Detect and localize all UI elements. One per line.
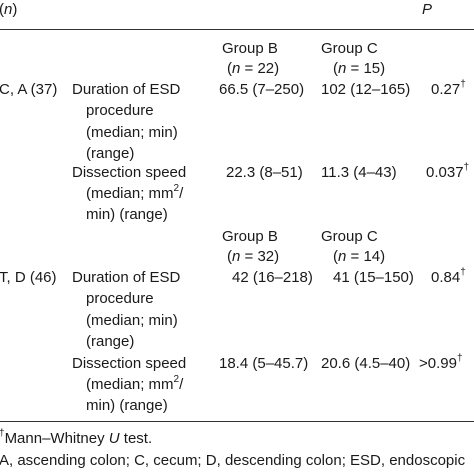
- p-value: >0.99†: [419, 353, 463, 373]
- p-value: 0.037†: [426, 162, 470, 182]
- footnote-test: †Mann–Whitney U test.: [0, 429, 153, 448]
- row-label-line: (range): [86, 333, 135, 350]
- row-label-line: (median; min): [86, 312, 178, 329]
- row-label-line: Dissection speed: [72, 164, 187, 181]
- group-c-label: Group C: [321, 40, 378, 57]
- footnote-abbreviations: A, ascending colon; C, cecum; D, descend…: [0, 452, 466, 469]
- group-b-value: 22.3 (8–51): [226, 164, 303, 181]
- group-c-n: (n = 14): [333, 248, 386, 265]
- row-label-line: (range): [86, 145, 135, 162]
- group-c-value: 41 (15–150): [333, 269, 414, 286]
- p-value: 0.84†: [431, 267, 466, 287]
- header-p-label: P: [422, 1, 433, 18]
- top-rule: [0, 29, 474, 30]
- row-label-line: min) (range): [86, 397, 168, 414]
- group-b-n: (n = 32): [227, 248, 280, 265]
- header-n-label: (n): [0, 1, 18, 18]
- row-label-line: procedure: [86, 102, 154, 119]
- row-label-line: Dissection speed: [72, 355, 187, 372]
- group-b-value: 42 (16–218): [232, 269, 313, 286]
- group-b-value: 66.5 (7–250): [219, 81, 305, 98]
- location-label: T, D (46): [0, 269, 57, 286]
- p-value: 0.27†: [431, 79, 466, 99]
- row-label-line: min) (range): [86, 206, 168, 223]
- group-c-value: 11.3 (4–43): [321, 164, 397, 181]
- row-label-line: procedure: [86, 290, 154, 307]
- group-b-value: 18.4 (5–45.7): [219, 355, 309, 372]
- row-label-line: Duration of ESD: [72, 81, 181, 98]
- row-label-line: Duration of ESD: [72, 269, 181, 286]
- group-b-label: Group B: [222, 228, 278, 245]
- bottom-rule: [0, 421, 474, 422]
- group-c-n: (n = 15): [333, 60, 386, 77]
- row-label-line: (median; mm2/: [86, 183, 184, 203]
- group-b-label: Group B: [222, 40, 278, 57]
- group-b-n: (n = 22): [227, 60, 280, 77]
- location-label: C, A (37): [0, 81, 58, 98]
- group-c-value: 20.6 (4.5–40): [321, 355, 411, 372]
- row-label-line: (median; mm2/: [86, 374, 184, 394]
- row-label-line: (median; min): [86, 124, 178, 141]
- group-c-value: 102 (12–165): [321, 81, 411, 98]
- group-c-label: Group C: [321, 228, 378, 245]
